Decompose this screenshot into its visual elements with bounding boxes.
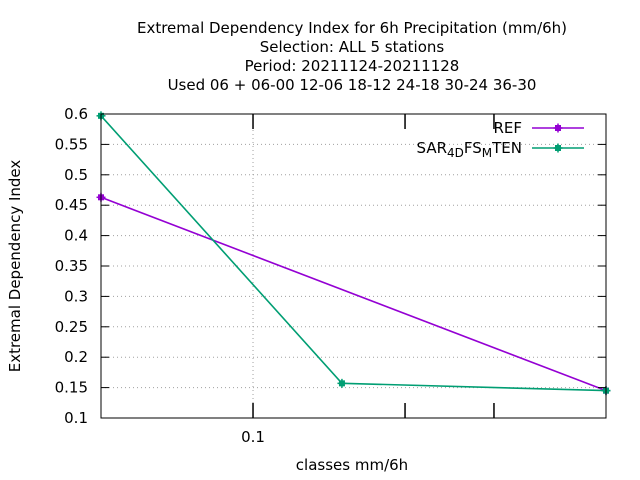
legend-marker-2 xyxy=(553,143,563,153)
y-tick-label: 0.45 xyxy=(55,196,88,214)
y-tick-label: 0.2 xyxy=(64,348,88,366)
series-layer xyxy=(96,111,611,396)
y-axis-label: Extremal Dependency Index xyxy=(6,160,24,373)
x-axis-label: classes mm/6h xyxy=(296,456,408,474)
grid xyxy=(101,114,606,418)
y-tick-label: 0.5 xyxy=(64,166,88,184)
y-tick-label: 0.3 xyxy=(64,287,88,305)
series-line-1 xyxy=(100,196,607,392)
chart-title-line: Used 06 + 06-00 12-06 18-12 24-18 30-24 … xyxy=(168,76,537,94)
chart-title-line: Selection: ALL 5 stations xyxy=(260,38,445,56)
y-tick-label: 0.1 xyxy=(64,409,88,427)
y-tick-label: 0.35 xyxy=(55,257,88,275)
chart-title-line: Extremal Dependency Index for 6h Precipi… xyxy=(137,19,567,37)
legend-label-2: SAR4DFSMTEN xyxy=(417,139,522,160)
y-tick-label: 0.6 xyxy=(64,105,88,123)
legend-label-part: SAR xyxy=(417,139,447,157)
data-point-series-2 xyxy=(337,378,347,388)
legend-marker-1 xyxy=(553,123,563,133)
legend-label-part: TEN xyxy=(491,139,522,157)
legend-label-part: 4D xyxy=(447,146,464,160)
y-tick-label: 0.25 xyxy=(55,318,88,336)
y-tick-label: 0.15 xyxy=(55,379,88,397)
x-tick-label: 0.1 xyxy=(241,428,265,446)
series-line-2 xyxy=(100,115,607,392)
legend-label-part: FS xyxy=(464,139,482,157)
chart-title-line: Period: 20211124-20211128 xyxy=(245,57,460,75)
chart-title: Extremal Dependency Index for 6h Precipi… xyxy=(137,19,567,94)
legend: REF SAR4DFSMTEN xyxy=(417,119,584,160)
legend-label-part: M xyxy=(482,146,492,160)
axis-ticks: 0.1 0.15 0.2 0.25 0.3 0.35 0.4 0.45 0.5 0.55 0.6 0.… xyxy=(55,105,606,446)
y-tick-label: 0.55 xyxy=(55,135,88,153)
legend-label-1: REF xyxy=(493,119,522,137)
y-tick-label: 0.4 xyxy=(64,227,88,245)
